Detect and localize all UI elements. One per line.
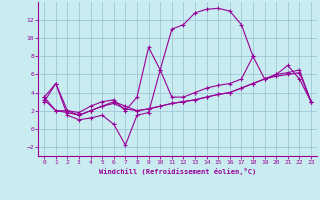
- X-axis label: Windchill (Refroidissement éolien,°C): Windchill (Refroidissement éolien,°C): [99, 168, 256, 175]
